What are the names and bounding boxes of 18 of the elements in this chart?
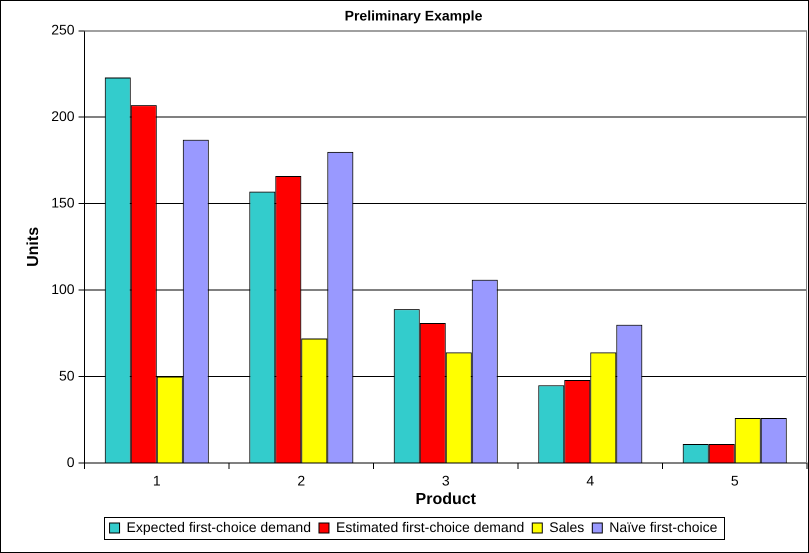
x-tick-label: 2 [297,472,306,488]
y-tick-label: 250 [51,22,75,38]
y-tick-label: 150 [51,194,75,211]
y-axis-title: Units [25,226,42,267]
y-tick-label: 100 [51,280,75,297]
x-tick-label: 3 [442,472,450,488]
legend-label: Estimated first-choice demand [336,518,524,535]
legend-label: Naïve first-choice [609,518,718,535]
x-tick-label: 4 [586,472,594,488]
y-tick-label: 0 [66,454,75,470]
x-axis-title: Product [416,490,477,508]
y-tick-label: 50 [58,367,75,384]
x-tick-label: 5 [730,472,739,488]
chart-title: Preliminary Example [344,7,483,24]
x-tick-label: 1 [152,472,161,488]
y-tick-label: 200 [51,108,75,124]
legend-label: Expected first-choice demand [126,518,311,535]
legend-label: Sales [549,518,584,535]
